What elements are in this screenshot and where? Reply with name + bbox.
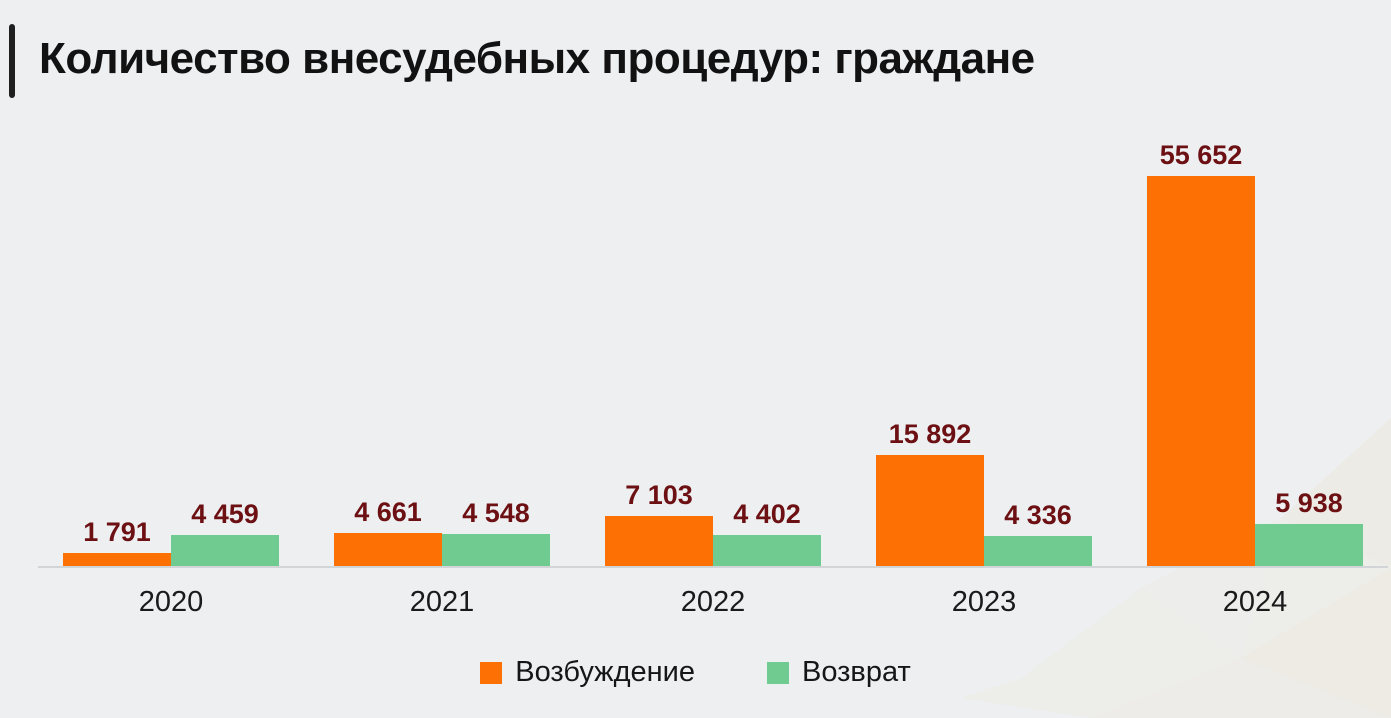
- bar: [171, 534, 279, 566]
- bar: [63, 553, 171, 566]
- bar: [1255, 524, 1363, 566]
- title-accent-bar: [9, 24, 15, 98]
- bar-value-label: 4 548: [462, 498, 530, 529]
- bar-group-2022: 7 103 4 402: [605, 482, 821, 566]
- bar-value-label: 1 791: [83, 517, 151, 548]
- legend-label: Возбуждение: [515, 656, 695, 688]
- x-axis-label-2023: 2023: [951, 586, 1017, 618]
- title-row: Количество внесудебных процедур: граждан…: [9, 24, 1035, 98]
- x-axis-label-2024: 2024: [1222, 586, 1288, 618]
- bar-group-2023: 15 892 4 336: [876, 418, 1092, 566]
- bar: [334, 533, 442, 566]
- page-title: Количество внесудебных процедур: граждан…: [39, 34, 1035, 83]
- bar: [713, 535, 821, 566]
- legend-item: Возврат: [766, 656, 911, 689]
- legend-swatch-icon: [480, 661, 503, 684]
- bar-column: 4 548: [442, 500, 550, 566]
- bar: [442, 534, 550, 566]
- bar-column: 4 459: [171, 498, 279, 566]
- bar-value-label: 4 661: [354, 497, 422, 528]
- legend-label: Возврат: [801, 656, 911, 688]
- bar-column: 4 336: [984, 499, 1092, 566]
- bar-column: 15 892: [876, 418, 984, 566]
- x-axis-label-2021: 2021: [409, 586, 475, 618]
- bar-value-label: 4 459: [191, 498, 259, 529]
- bar-value-label: 5 938: [1275, 488, 1343, 519]
- bar-value-label: 55 652: [1159, 140, 1243, 170]
- bar-group-2021: 4 661 4 548: [334, 499, 550, 566]
- bar: [605, 516, 713, 566]
- bar-group-2024: 55 652 5 938: [1147, 142, 1363, 566]
- bar-column: 1 791: [63, 519, 171, 566]
- bar-column: 5 938: [1255, 490, 1363, 566]
- bar-column: 4 661: [334, 499, 442, 566]
- bar-group-2020: 1 791 4 459: [63, 498, 279, 566]
- legend-item: Возбуждение: [480, 656, 695, 689]
- bar-value-label: 4 336: [1004, 499, 1072, 530]
- legend-swatch-icon: [766, 661, 789, 684]
- bar-value-label: 7 103: [625, 480, 693, 511]
- bar-column: 4 402: [713, 501, 821, 566]
- bar-column: 55 652: [1147, 142, 1255, 566]
- plot-area: 1 791 4 459 4 661 4 548 7 103 4 402 15 892 4 33…: [38, 142, 1388, 568]
- x-axis-labels: 2020 2021 2022 2023 2024: [38, 586, 1388, 619]
- bar: [1147, 176, 1255, 566]
- bar-value-label: 4 402: [733, 499, 801, 530]
- x-axis-label-2022: 2022: [680, 586, 746, 618]
- bar: [876, 454, 984, 566]
- bar: [984, 535, 1092, 566]
- x-axis-label-2020: 2020: [138, 586, 204, 618]
- chart-legend: Возбуждение Возврат: [0, 656, 1391, 689]
- bar-column: 7 103: [605, 482, 713, 566]
- bar-value-label: 15 892: [888, 418, 972, 449]
